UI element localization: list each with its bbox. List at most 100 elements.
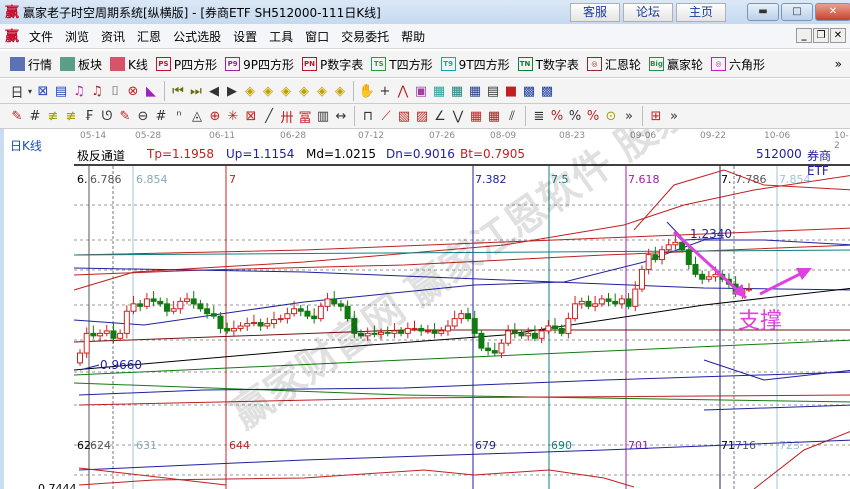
menu-file[interactable]: 文件 — [29, 29, 54, 44]
candle-style-icon[interactable]: ⌷ — [111, 83, 119, 99]
toolbar-candlestick[interactable]: K线 — [110, 56, 148, 73]
next-icon[interactable]: ▶ — [227, 83, 237, 99]
toolbar-tn[interactable]: TN T数字表 — [517, 56, 579, 73]
kline-chart[interactable]: 日K线 05-14 05-28 06-11 06-28 07-12 07-26 08-09 0… — [0, 129, 850, 489]
percent-band-tool-icon[interactable]: % — [586, 108, 600, 124]
square-b-tool-icon[interactable]: ▦ — [487, 108, 501, 124]
toolbar-p9[interactable]: P9 9P四方形 — [225, 56, 294, 73]
layout-tool-icon[interactable]: ⊞ — [650, 108, 662, 124]
gann-tool-icon[interactable]: 卅 — [280, 110, 294, 126]
menu-browse[interactable]: 浏览 — [65, 29, 90, 44]
text-tool-icon[interactable]: ▦ — [432, 83, 446, 99]
last-icon[interactable]: ⏭ — [190, 83, 202, 99]
color-flag-icon[interactable]: ◣ — [146, 83, 156, 99]
mdi-close-button[interactable]: ✕ — [830, 28, 846, 43]
zoom-out-icon[interactable]: ◈ — [335, 83, 345, 99]
pattern-icon[interactable]: ▣ — [414, 83, 428, 99]
web-tool-icon[interactable]: ✳ — [227, 108, 239, 124]
toolbar-hexagon[interactable]: ◎ 六角形 — [710, 56, 765, 73]
angle-tool-icon[interactable]: ∠ — [434, 108, 446, 124]
menu-help[interactable]: 帮助 — [401, 29, 426, 44]
zoom-in-icon[interactable]: ◈ — [317, 83, 327, 99]
homepage-link[interactable]: 主页 — [676, 3, 726, 22]
expand-icon[interactable]: ◈ — [281, 83, 291, 99]
percent-line-tool-icon[interactable]: % — [550, 108, 564, 124]
service-link[interactable]: 客服 — [570, 3, 620, 22]
menu-tools[interactable]: 工具 — [269, 29, 294, 44]
toolbar-pn[interactable]: PN P数字表 — [302, 56, 363, 73]
fan-tool-icon[interactable]: ⟋ — [381, 108, 391, 124]
circle-tool-icon[interactable]: ⊖ — [137, 108, 149, 124]
zigzag-icon[interactable]: ⋀ — [397, 83, 409, 99]
gann-grid-tool-icon[interactable]: ▨ — [415, 108, 429, 124]
percent-tool-icon[interactable]: % — [568, 108, 582, 124]
menu-formula[interactable]: 公式选股 — [173, 29, 222, 44]
period-select[interactable]: 日 — [10, 85, 24, 101]
menu-settings[interactable]: 设置 — [233, 29, 258, 44]
channels-tool-icon[interactable]: ⫽ — [509, 108, 515, 124]
compress-icon[interactable]: ◈ — [299, 83, 309, 99]
toolbar-quote-table[interactable]: 行情 — [10, 56, 52, 73]
toolbar-more-icon[interactable]: » — [834, 57, 842, 71]
indicator-3-icon[interactable]: ♫ — [73, 83, 85, 99]
menu-info[interactable]: 资讯 — [101, 29, 126, 44]
triangle-tool-icon[interactable]: ◬ — [192, 108, 202, 124]
network-icon[interactable]: ▩ — [522, 83, 536, 99]
toolbar-sector-grid[interactable]: 板块 — [60, 56, 102, 73]
ruler-tool-icon[interactable]: ▥ — [316, 108, 330, 124]
crosshair-icon[interactable]: + — [379, 83, 391, 99]
minimize-button[interactable]: ▬ — [747, 3, 779, 21]
first-icon[interactable]: ⏮ — [172, 83, 184, 99]
brush-tool-icon[interactable]: ✎ — [119, 108, 131, 124]
lines-tool-icon[interactable]: ╱ — [265, 108, 273, 124]
toolbar-ps[interactable]: PS P四方形 — [155, 56, 217, 73]
pen-tool-icon[interactable]: ✎ — [11, 108, 23, 124]
dropdown-icon[interactable]: ▾ — [27, 86, 32, 96]
frame-tool-icon[interactable]: ⊓ — [362, 108, 374, 124]
fib-tool-icon[interactable]: ₣ — [84, 108, 94, 124]
box-tool-icon[interactable]: ⊠ — [245, 108, 257, 124]
calculator-icon[interactable]: ▦ — [468, 83, 482, 99]
candle-body — [204, 308, 211, 315]
more2-tool-icon[interactable]: » — [670, 108, 678, 124]
grid-tool-icon[interactable]: # — [155, 108, 167, 124]
shift-right-icon[interactable]: ◈ — [263, 83, 273, 99]
toolbar-yingjia-wheel[interactable]: Big 赢家轮 — [648, 56, 703, 73]
print-icon[interactable]: ▩ — [540, 83, 554, 99]
mdi-restore-button[interactable]: ❐ — [813, 28, 829, 43]
menu-window[interactable]: 窗口 — [305, 29, 330, 44]
indicator-9-icon[interactable]: ♫ — [91, 83, 103, 99]
gold-tool-icon[interactable]: ⊙ — [605, 108, 617, 124]
square-a-tool-icon[interactable]: ▦ — [469, 108, 483, 124]
wave-tool-icon[interactable]: ⋁ — [452, 108, 464, 124]
hand-icon[interactable]: ✋ — [358, 83, 376, 99]
yingjia-tool-icon[interactable]: 冨 — [298, 110, 312, 126]
report-icon[interactable]: ▤ — [486, 83, 500, 99]
prev-icon[interactable]: ◀ — [209, 83, 219, 99]
maximize-button[interactable]: □ — [781, 3, 813, 21]
calendar-icon[interactable]: ▦ — [450, 83, 464, 99]
weight-icon[interactable]: ⊗ — [127, 83, 139, 99]
gann-box-tool-icon[interactable]: ▧ — [397, 108, 411, 124]
measure-tool-icon[interactable]: ↔ — [335, 108, 347, 124]
save-icon[interactable]: ■ — [504, 83, 518, 99]
n2-tool-icon[interactable]: ⁿ — [176, 108, 182, 124]
close-button[interactable]: ✕ — [815, 3, 850, 21]
overlay-icon[interactable]: ⊠ — [37, 83, 49, 99]
menu-huien[interactable]: 汇恩 — [137, 29, 162, 44]
notes-icon[interactable]: ▤ — [54, 83, 68, 99]
toolbar-ts[interactable]: TS T四方形 — [371, 56, 433, 73]
toolbar-t9[interactable]: T9 9T四方形 — [440, 56, 510, 73]
forum-link[interactable]: 论坛 — [623, 3, 673, 22]
cycle-tool-icon[interactable]: ᘎ — [101, 108, 113, 124]
scale-tool-icon[interactable]: ≣ — [533, 108, 545, 124]
menu-trade[interactable]: 交易委托 — [341, 29, 390, 44]
gold-a-tool-icon[interactable]: ≢ — [47, 108, 59, 124]
shift-left-icon[interactable]: ◈ — [245, 83, 255, 99]
target-tool-icon[interactable]: ⊕ — [209, 108, 221, 124]
mdi-minimize-button[interactable]: _ — [796, 28, 812, 43]
parallel-tool-icon[interactable]: # — [29, 108, 41, 124]
more-tool-icon[interactable]: » — [625, 108, 633, 124]
gold-b-tool-icon[interactable]: ≢ — [65, 108, 77, 124]
toolbar-huien-wheel[interactable]: ◎ 汇恩轮 — [586, 56, 641, 73]
